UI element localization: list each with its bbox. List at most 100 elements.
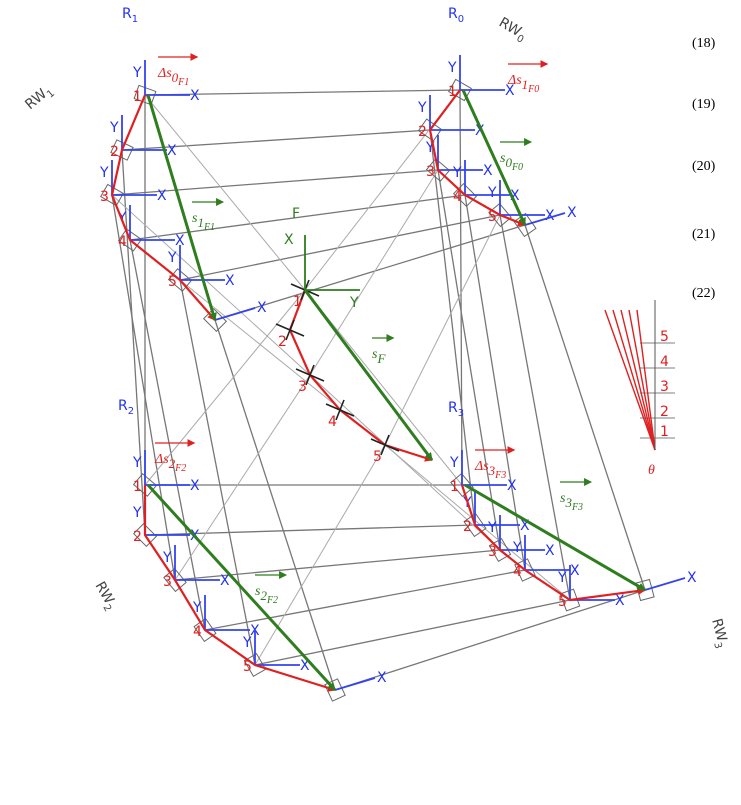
axis-label: X bbox=[687, 570, 697, 586]
theta-tick-label: 2 bbox=[660, 404, 669, 420]
vector-label: Δs2F2 bbox=[154, 452, 186, 474]
equation-number: (22) bbox=[692, 286, 716, 301]
axis-label: X bbox=[567, 205, 577, 221]
center-y: Y bbox=[349, 295, 359, 311]
frame-label: R0 bbox=[448, 6, 464, 25]
connector bbox=[438, 170, 500, 550]
frame-sub: 1 bbox=[132, 14, 138, 25]
theta-label: θ bbox=[648, 463, 655, 478]
vector-sub2: F0 bbox=[511, 162, 523, 173]
step-label: 2 bbox=[110, 144, 119, 160]
displacement-arrow bbox=[148, 485, 335, 690]
world-label: RW1 bbox=[22, 82, 57, 115]
axis-label: Y bbox=[99, 165, 109, 181]
frame-name: R bbox=[118, 398, 128, 414]
vector-sub2: F1 bbox=[177, 77, 189, 88]
theta-tick-label: 4 bbox=[660, 354, 669, 370]
equation-number: (21) bbox=[692, 227, 716, 242]
axis-label: Y bbox=[487, 185, 497, 201]
step-label: 1 bbox=[450, 479, 459, 495]
displacement-arrow bbox=[463, 90, 525, 225]
theta-tick-label: 5 bbox=[660, 329, 669, 345]
world-name: RW bbox=[708, 617, 729, 644]
axis-label: Y bbox=[512, 540, 522, 556]
vector-label: s1F1 bbox=[192, 211, 215, 233]
axis-label: X bbox=[570, 563, 580, 579]
connector bbox=[255, 445, 385, 665]
step-label: 5 bbox=[558, 594, 567, 610]
connector bbox=[130, 240, 205, 630]
axis-label: X bbox=[167, 143, 177, 159]
equation-number: (18) bbox=[692, 36, 716, 51]
axis-label: Y bbox=[557, 570, 567, 586]
axis-label: X bbox=[377, 670, 387, 686]
theta-ray bbox=[629, 310, 655, 450]
frame-label: R1 bbox=[122, 6, 138, 25]
displacement-arrow bbox=[305, 290, 432, 460]
step-label: 3 bbox=[488, 544, 497, 560]
center-label: F bbox=[292, 206, 300, 222]
axis-label: Y bbox=[132, 455, 142, 471]
axis-label: Y bbox=[417, 100, 427, 116]
axis-label: Y bbox=[167, 250, 177, 266]
world-label: RW3 bbox=[705, 617, 731, 650]
step-label: 2 bbox=[418, 124, 427, 140]
theta-ray bbox=[637, 310, 655, 450]
step-label: 2 bbox=[278, 334, 287, 350]
vector-main: Δs bbox=[154, 452, 169, 467]
world-sub: 3 bbox=[711, 641, 723, 650]
displacement-arrow bbox=[465, 485, 645, 590]
vector-label: s3F3 bbox=[560, 491, 583, 513]
theta-tick-label: 3 bbox=[660, 379, 669, 395]
connector bbox=[112, 195, 175, 580]
connector bbox=[500, 215, 570, 600]
step-label: 2 bbox=[133, 529, 142, 545]
step-label: 1 bbox=[133, 89, 142, 105]
vector-sub2: F2 bbox=[266, 595, 278, 606]
equation-number: (20) bbox=[692, 159, 716, 174]
vector-sub2: F2 bbox=[174, 463, 186, 474]
vector-label: s0F0 bbox=[500, 151, 523, 173]
step-label: 1 bbox=[448, 84, 457, 100]
axis-label: Y bbox=[449, 455, 459, 471]
step-label: 5 bbox=[488, 209, 497, 225]
axis-label: Y bbox=[452, 165, 462, 181]
step-label: 4 bbox=[453, 189, 462, 205]
axis-label: X bbox=[190, 478, 200, 494]
connector bbox=[215, 320, 335, 690]
step-label: 5 bbox=[168, 274, 177, 290]
connector bbox=[460, 90, 462, 485]
frame-axis-x bbox=[335, 678, 375, 690]
step-label: 4 bbox=[328, 414, 337, 430]
vector-sub2: F0 bbox=[527, 84, 539, 95]
frame-label: R2 bbox=[118, 398, 134, 417]
step-label: 2 bbox=[463, 519, 472, 535]
world-label: RW0 bbox=[495, 15, 530, 46]
theta-ray bbox=[605, 310, 655, 450]
axis-label: Y bbox=[242, 635, 252, 651]
frame-sub: 0 bbox=[458, 14, 464, 25]
equation-number: (19) bbox=[692, 97, 716, 112]
vector-label: s2F2 bbox=[255, 584, 278, 606]
axis-label: X bbox=[157, 188, 167, 204]
frame-name: R bbox=[448, 400, 458, 416]
connector bbox=[525, 225, 645, 590]
axis-label: Y bbox=[109, 120, 119, 136]
figure: XYXYXYXYXYXYXYXYXYXYXYXYXYXYXYXYXYXYXYXY… bbox=[0, 0, 741, 805]
vector-main: Δs bbox=[507, 73, 522, 88]
axis-label: X bbox=[257, 300, 267, 316]
world-name: RW bbox=[92, 579, 117, 607]
step-label: 5 bbox=[373, 449, 382, 465]
step-label: 3 bbox=[163, 574, 172, 590]
axis-label: Y bbox=[132, 505, 142, 521]
axis-label: X bbox=[225, 273, 235, 289]
step-label: 3 bbox=[298, 379, 307, 395]
theta-tick-label: 1 bbox=[660, 424, 669, 440]
step-label: 5 bbox=[243, 659, 252, 675]
vector-sub2: F3 bbox=[571, 502, 583, 513]
frame-name: R bbox=[448, 6, 458, 22]
axis-label: X bbox=[190, 88, 200, 104]
vector-label: Δs3F3 bbox=[474, 459, 506, 481]
frame-name: R bbox=[122, 6, 132, 22]
vector-sub: F bbox=[376, 351, 386, 366]
